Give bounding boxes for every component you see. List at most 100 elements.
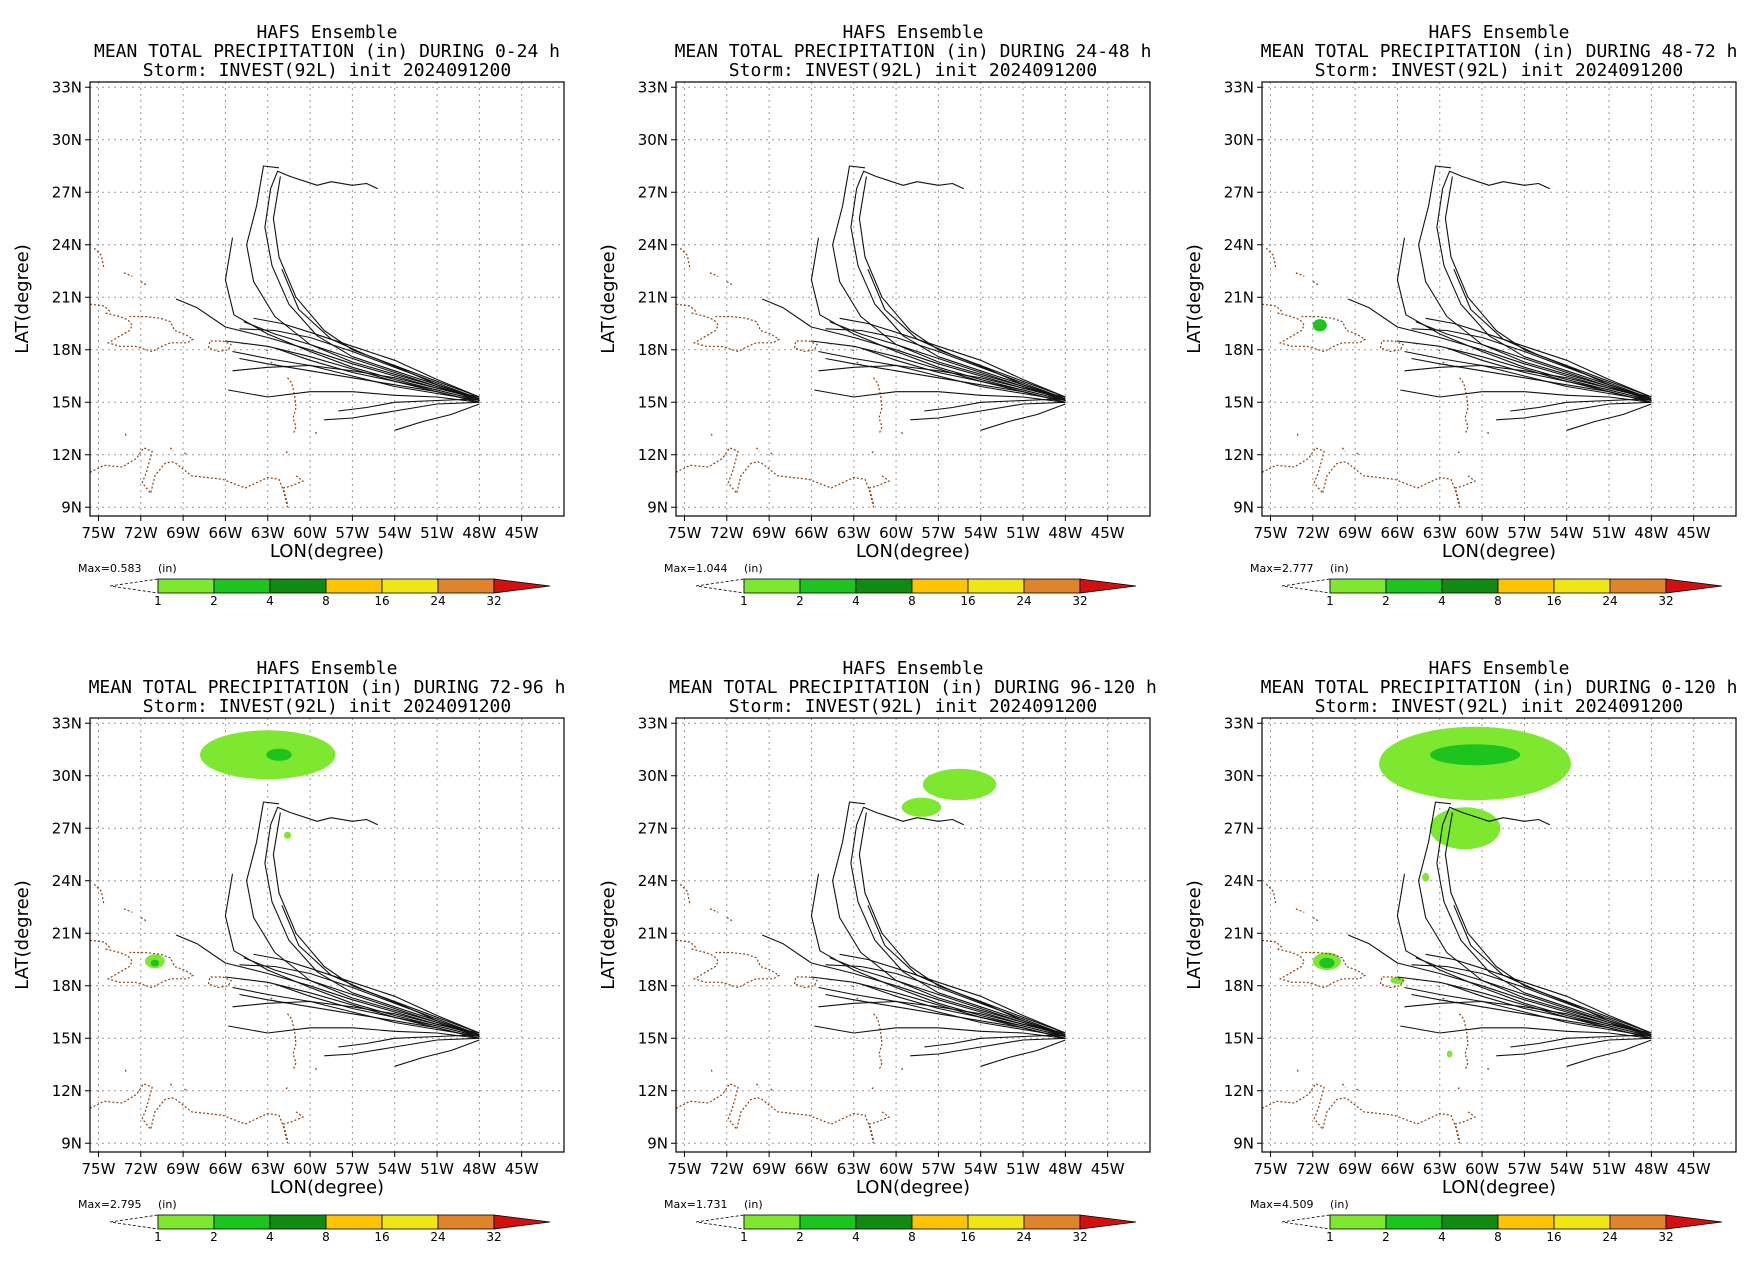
ensemble-track (1400, 1025, 1652, 1039)
ensemble-track (281, 905, 480, 1036)
ensemble-track (980, 403, 1066, 431)
y-tick-label: 30N (52, 131, 82, 149)
coastline (1379, 976, 1404, 989)
colorbar-lower-arrow (1281, 578, 1331, 594)
x-tick-label: 60W (879, 524, 913, 542)
ensemble-track (818, 1000, 1066, 1038)
x-axis-label: LON(degree) (856, 541, 970, 562)
coastline (691, 948, 781, 989)
ensemble-track (1566, 1039, 1652, 1067)
ensemble-track (228, 1025, 480, 1039)
coastline (265, 349, 270, 353)
panel-title-period: MEAN TOTAL PRECIPITATION (in) DURING 0-2… (94, 41, 560, 62)
ensemble-track (850, 806, 1066, 1036)
ensemble-track (1453, 905, 1652, 1036)
ensemble-track (761, 934, 1066, 1036)
colorbar-label: 16 (960, 594, 975, 608)
ensemble-track (264, 806, 480, 1036)
coastline (1277, 312, 1367, 353)
colorbar-label: 4 (266, 594, 274, 608)
coastline (1265, 883, 1277, 906)
coastline (282, 1111, 305, 1140)
ensemble-track (1347, 934, 1652, 1036)
ensemble-track (1396, 237, 1652, 402)
ensemble-track (825, 993, 1066, 1039)
y-axis-label: LAT(degree) (12, 244, 33, 353)
x-tick-label: 48W (462, 1160, 496, 1178)
y-tick-label: 15N (638, 1029, 668, 1047)
x-tick-label: 72W (1296, 524, 1330, 542)
coastline (207, 976, 232, 989)
coastline (287, 377, 297, 435)
x-tick-label: 72W (124, 524, 158, 542)
ensemble-track (860, 983, 1066, 1038)
colorbar-unit: (in) (744, 1198, 763, 1211)
ensemble-track (858, 176, 1066, 398)
colorbar-swatch (1441, 578, 1499, 594)
coastline (315, 431, 318, 436)
coastline (1296, 1069, 1300, 1074)
coastline (1459, 377, 1469, 435)
panel-title-period: MEAN TOTAL PRECIPITATION (in) DURING 0-1… (1261, 677, 1738, 698)
x-tick-label: 75W (1254, 524, 1288, 542)
coastline (1341, 447, 1346, 452)
x-tick-label: 51W (420, 1160, 454, 1178)
y-tick-label: 15N (1224, 393, 1254, 411)
colorbar-label: 2 (210, 1230, 218, 1244)
ensemble-track (910, 1037, 1066, 1057)
colorbar-label: 16 (960, 1230, 975, 1244)
coastline (873, 1013, 883, 1071)
coastline (265, 985, 270, 989)
panel-title-storm: Storm: INVEST(92L) init 2024091200 (143, 696, 511, 717)
colorbar-swatch (1497, 578, 1555, 594)
ensemble-track (1444, 176, 1652, 398)
ensemble-track (829, 321, 1066, 402)
coastline (871, 1086, 874, 1090)
max-label: Max=2.777 (1250, 562, 1313, 575)
y-axis-label: LAT(degree) (1184, 244, 1205, 353)
coastline (1356, 1088, 1360, 1092)
panel-title-period: MEAN TOTAL PRECIPITATION (in) DURING 72-… (89, 677, 566, 698)
colorbar-lower-arrow (695, 1214, 745, 1230)
coastline (207, 340, 232, 353)
y-tick-label: 21N (1224, 288, 1254, 306)
ensemble-track (272, 812, 480, 1034)
x-tick-label: 48W (1048, 1160, 1082, 1178)
precip-area (1429, 744, 1521, 766)
ensemble-track (243, 957, 480, 1038)
colorbar-label: 32 (1072, 594, 1087, 608)
x-tick-label: 57W (921, 1160, 955, 1178)
colorbar-label: 24 (430, 1230, 445, 1244)
colorbar-upper-arrow (1665, 1214, 1723, 1230)
colorbar-label: 2 (796, 594, 804, 608)
coastline (679, 247, 691, 270)
y-tick-label: 18N (638, 341, 668, 359)
map-area (676, 718, 1150, 1152)
max-label: Max=1.731 (664, 1198, 727, 1211)
x-tick-label: 75W (82, 1160, 116, 1178)
colorbar-label: 1 (1326, 1230, 1334, 1244)
coastline (1295, 908, 1305, 913)
colorbar: Max=2.777 (in)1 2 4 8 16 24 32 (1250, 562, 1723, 608)
y-tick-label: 12N (52, 446, 82, 464)
colorbar-label: 2 (210, 594, 218, 608)
coastline (1312, 280, 1319, 286)
coastline (140, 916, 147, 922)
precip-area (1446, 1050, 1453, 1058)
colorbar-label: 1 (154, 594, 162, 608)
y-tick-label: 9N (1233, 1134, 1254, 1152)
ensemble-track (832, 801, 1066, 1036)
colorbar-swatch (1497, 1214, 1555, 1230)
x-tick-label: 54W (964, 524, 998, 542)
coastline (873, 377, 883, 435)
colorbar-label: 32 (486, 594, 501, 608)
colorbar-label: 16 (1546, 1230, 1561, 1244)
plot-frame (1261, 717, 1737, 1153)
ensemble-track (253, 953, 480, 1034)
colorbar-label: 8 (322, 1230, 330, 1244)
ensemble-track (1404, 1000, 1652, 1038)
coastline (691, 312, 781, 353)
coastline (1295, 272, 1305, 277)
panel-title-storm: Storm: INVEST(92L) init 2024091200 (1315, 60, 1683, 81)
x-tick-label: 45W (505, 524, 539, 542)
